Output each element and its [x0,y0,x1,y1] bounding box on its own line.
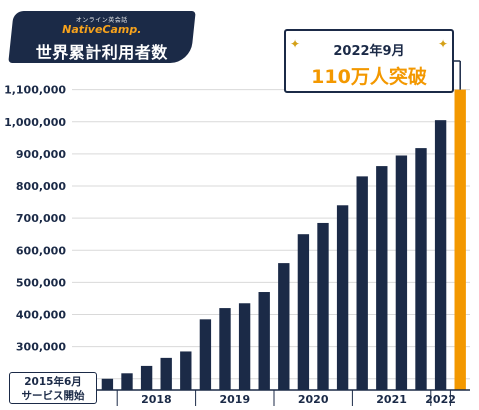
bar [258,292,270,390]
x-year-label: 2020 [298,393,329,406]
chart-title: 世界累計利用者数 [35,43,168,62]
service-start-note: 2015年6月 サービス開始 [9,372,97,404]
bar [434,120,447,390]
y-tick-label: 600,000 [16,244,66,257]
y-axis-ticks: 200,000300,000400,000500,000600,000700,0… [4,84,66,386]
y-tick-label: 1,100,000 [4,84,66,97]
milestone-callout: ✦ ✦ 2022年9月 110万人突破 [284,29,454,93]
bar-highlight [454,89,466,391]
y-tick-label: 400,000 [16,309,66,322]
x-year-label: 2021 [376,393,407,406]
service-start-date: 2015年6月 [24,376,82,388]
y-tick-label: 900,000 [16,148,66,161]
bar [140,365,153,390]
bar [121,373,133,390]
bars [82,89,466,391]
bar [160,357,172,390]
title-badge: オンライン英会話 NativeCamp. 世界累計利用者数 [8,11,196,63]
x-year-label: 2019 [219,393,250,406]
bar [238,303,251,390]
bar [180,351,192,390]
bar [395,155,408,390]
y-tick-label: 700,000 [16,212,66,225]
gridlines [72,89,470,380]
brand-logo-text: NativeCamp. [62,23,142,36]
y-tick-label: 800,000 [16,180,66,193]
bar [336,205,349,390]
party-popper-icon: ✦ [290,37,301,51]
x-axis: 2018 2019 2020 2021 2022 [72,60,470,406]
service-start-label: サービス開始 [21,390,85,402]
y-tick-label: 500,000 [16,276,66,289]
y-tick-label: 300,000 [16,341,66,354]
bar [317,222,329,390]
bar [376,166,388,390]
bar [278,263,290,390]
bar [415,148,427,390]
bar [297,234,310,390]
milestone-date: 2022年9月 [333,44,405,59]
y-tick-label: 1,000,000 [4,116,66,129]
bar [356,176,368,390]
bar [101,378,114,390]
x-year-label: 2018 [141,393,172,406]
party-popper-icon: ✦ [437,37,448,51]
bar [199,319,212,390]
milestone-value: 110万人突破 [311,66,427,88]
x-year-label: 2022 [425,393,456,406]
bar [219,308,231,390]
